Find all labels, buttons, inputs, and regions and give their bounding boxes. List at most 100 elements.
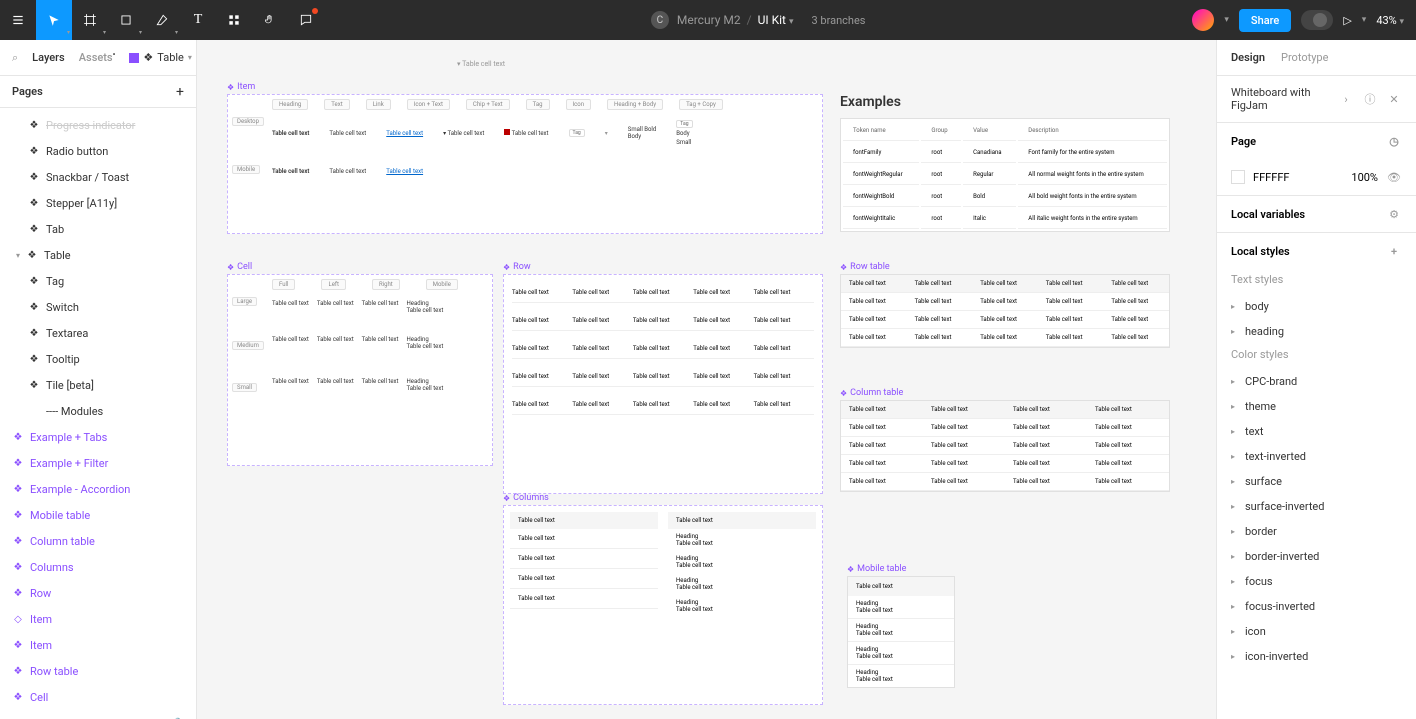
layer-row[interactable]: Example - Accordion [0, 476, 196, 502]
color-style-border[interactable]: border [1217, 519, 1416, 544]
color-style-focus-inverted[interactable]: focus-inverted [1217, 594, 1416, 619]
color-style-CPC-brand[interactable]: CPC-brand [1217, 369, 1416, 394]
text-style-body[interactable]: body [1217, 294, 1416, 319]
row-frame[interactable]: Table cell textTable cell textTable cell… [503, 274, 823, 494]
text-styles-header: Text styles [1217, 269, 1416, 294]
add-style-icon[interactable]: + [1386, 243, 1402, 259]
frame-label-cell[interactable]: Cell [227, 262, 252, 272]
page-background[interactable]: FFFFFF 100%👁 [1217, 159, 1416, 196]
text-style-heading[interactable]: heading [1217, 319, 1416, 344]
examples-table: Token nameGroupValueDescriptionfontFamil… [840, 118, 1170, 232]
layer-row[interactable]: Mobile table [0, 502, 196, 528]
color-style-theme[interactable]: theme [1217, 394, 1416, 419]
pen-tool-icon[interactable]: ▾ [144, 0, 180, 40]
frame-label-item[interactable]: Item [227, 82, 255, 92]
color-style-border-inverted[interactable]: border-inverted [1217, 544, 1416, 569]
layer-row[interactable]: Progress indicator [0, 112, 196, 138]
layer-row[interactable]: Snackbar / Toast [0, 164, 196, 190]
layer-row[interactable]: Item [0, 606, 196, 632]
layer-row[interactable]: ---- Modules [0, 398, 196, 424]
layers-tab[interactable]: Layers [32, 51, 65, 64]
comment-tool-icon[interactable] [288, 0, 324, 40]
examples-heading: Examples [840, 94, 901, 110]
layer-row[interactable]: Tile [beta] [0, 372, 196, 398]
layer-row[interactable]: Example + Filter [0, 450, 196, 476]
variables-settings-icon[interactable]: ⚙ [1386, 206, 1402, 222]
frame-label-mobiletable[interactable]: Mobile table [847, 564, 906, 574]
visibility-icon[interactable]: 👁 [1386, 169, 1402, 185]
layer-row[interactable]: Row table [0, 658, 196, 684]
right-panel: Design Prototype Whiteboard with FigJam … [1216, 40, 1416, 719]
mobiletable-frame[interactable]: Table cell text HeadingTable cell text H… [847, 576, 955, 688]
close-icon[interactable]: ✕ [1386, 91, 1402, 107]
page-settings-icon[interactable]: ◷ [1386, 133, 1402, 149]
layer-row[interactable]: ▾Table [0, 242, 196, 268]
color-style-focus[interactable]: focus [1217, 569, 1416, 594]
resources-tool-icon[interactable] [216, 0, 252, 40]
project-name[interactable]: Mercury M2/UI Kit ▾ [677, 13, 794, 27]
figma-menu-icon[interactable] [0, 0, 36, 40]
local-styles-header: Local styles + [1217, 233, 1416, 269]
user-avatar[interactable] [1192, 9, 1214, 31]
page-section: Page ◷ [1217, 123, 1416, 159]
layer-row[interactable]: Columns [0, 554, 196, 580]
frame-label-row[interactable]: Row [503, 262, 531, 272]
layer-row[interactable]: Row [0, 580, 196, 606]
chevron-right-icon[interactable]: › [1338, 91, 1354, 107]
color-styles-header: Color styles [1217, 344, 1416, 369]
layer-row[interactable]: Example + Tabs [0, 424, 196, 450]
cell-frame[interactable]: FullLeftRightMobile Large Table cell tex… [227, 274, 493, 466]
present-icon[interactable]: ▷ [1343, 14, 1351, 27]
frame-label-rowtable[interactable]: Row table [840, 262, 890, 272]
project-badge[interactable]: C [651, 11, 669, 29]
hand-tool-icon[interactable] [252, 0, 288, 40]
toolbar-title: C Mercury M2/UI Kit ▾ 3 branches [324, 11, 1192, 29]
share-button[interactable]: Share [1239, 9, 1291, 32]
left-panel-tabs: ⌕ Layers Assets ❖ Table ▾ [0, 40, 196, 76]
item-frame[interactable]: HeadingTextLinkIcon + TextChip + TextTag… [227, 94, 823, 234]
local-variables[interactable]: Local variables ⚙ [1217, 196, 1416, 233]
info-icon[interactable]: ⓘ [1362, 91, 1378, 107]
layer-row[interactable]: Cell [0, 684, 196, 710]
color-style-icon[interactable]: icon [1217, 619, 1416, 644]
add-page-icon[interactable]: + [176, 84, 184, 100]
move-tool-icon[interactable]: ▾ [36, 0, 72, 40]
design-tab[interactable]: Design [1231, 51, 1265, 64]
frame-label-columns[interactable]: Columns [503, 493, 549, 503]
frame-label-coltable[interactable]: Column table [840, 388, 903, 398]
page-selector[interactable]: ❖ Table ▾ [129, 51, 192, 64]
coltable-frame[interactable]: Table cell textTable cell textTable cell… [840, 400, 1170, 492]
assets-tab[interactable]: Assets [79, 51, 116, 64]
color-style-icon-inverted[interactable]: icon-inverted [1217, 644, 1416, 669]
breadcrumb: ▾ Table cell text [457, 60, 505, 68]
text-tool-icon[interactable]: T [180, 0, 216, 40]
layer-row[interactable]: Textarea [0, 320, 196, 346]
layer-row[interactable]: Tab [0, 216, 196, 242]
left-panel: ⌕ Layers Assets ❖ Table ▾ Pages + Progre… [0, 40, 197, 719]
search-icon[interactable]: ⌕ [12, 51, 18, 65]
figjam-promo[interactable]: Whiteboard with FigJam › ⓘ ✕ [1217, 76, 1416, 123]
rowtable-frame[interactable]: Table cell textTable cell textTable cell… [840, 274, 1170, 348]
frame-tool-icon[interactable]: ▾ [72, 0, 108, 40]
multiplayer-chevron-icon[interactable]: ▾ [1224, 15, 1229, 25]
layer-row[interactable]: Switch [0, 294, 196, 320]
color-style-surface-inverted[interactable]: surface-inverted [1217, 494, 1416, 519]
columns-frame[interactable]: Table cell text Table cell text Table ce… [503, 505, 823, 705]
canvas[interactable]: ▾ Table cell text Item HeadingTextLinkIc… [197, 40, 1216, 719]
layer-row[interactable]: Tag [0, 268, 196, 294]
dev-mode-toggle[interactable] [1301, 10, 1333, 30]
layer-row[interactable]: Radio button [0, 138, 196, 164]
color-style-text-inverted[interactable]: text-inverted [1217, 444, 1416, 469]
right-panel-tabs: Design Prototype [1217, 40, 1416, 76]
zoom-level[interactable]: 43% ▾ [1376, 14, 1404, 27]
layer-row[interactable]: Stepper [A11y] [0, 190, 196, 216]
color-style-surface[interactable]: surface [1217, 469, 1416, 494]
shape-tool-icon[interactable]: ▾ [108, 0, 144, 40]
layer-row[interactable]: Tooltip [0, 346, 196, 372]
layer-row[interactable]: Item [0, 632, 196, 658]
layer-row[interactable]: Labels & Instruction🔒 [0, 710, 196, 719]
branches-link[interactable]: 3 branches [812, 14, 866, 27]
prototype-tab[interactable]: Prototype [1281, 51, 1328, 64]
color-style-text[interactable]: text [1217, 419, 1416, 444]
layer-row[interactable]: Column table [0, 528, 196, 554]
